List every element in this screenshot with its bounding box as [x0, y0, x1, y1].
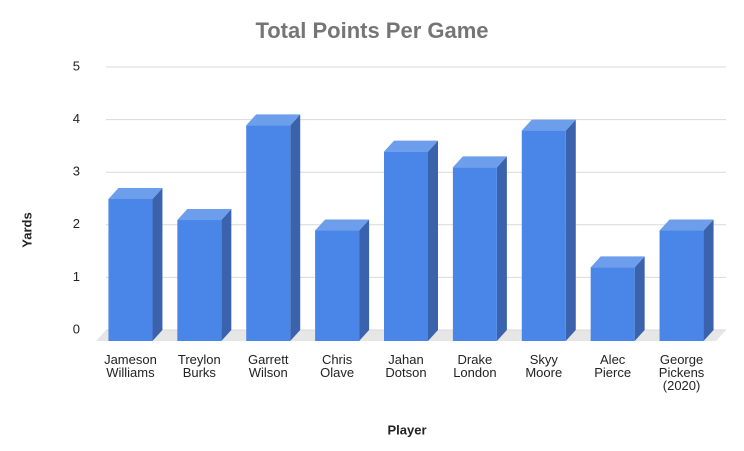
x-tick-label: Chris Olave [320, 352, 354, 380]
bar-top [590, 256, 645, 268]
bar-front [177, 220, 222, 341]
bar [384, 140, 438, 341]
bar [246, 114, 301, 341]
bar-side [290, 114, 301, 341]
bar-side [221, 209, 232, 341]
bar-side [428, 140, 438, 341]
bar-front [452, 167, 497, 341]
bar-top [384, 140, 438, 152]
bar-top [246, 114, 301, 126]
bar [590, 256, 645, 341]
bar [521, 119, 576, 341]
x-tick-label: Garrett Wilson [248, 352, 289, 380]
bar-front [108, 198, 153, 341]
x-tick-label: Skyy Moore [525, 352, 562, 380]
bar-side [152, 187, 163, 341]
y-tick-label: 5 [73, 58, 80, 73]
bar [659, 219, 714, 341]
bar-top [521, 119, 576, 131]
x-tick-label: Jameson Williams [104, 352, 157, 380]
bar-top [452, 156, 507, 168]
bar-front [521, 130, 566, 341]
bar-front [590, 267, 635, 341]
chart-title: Total Points Per Game [255, 18, 488, 43]
x-tick-label: George Pickens (2020) [659, 352, 705, 393]
x-axis-title: Player [387, 422, 426, 437]
bar-front [246, 125, 291, 341]
bar-side [703, 219, 714, 341]
y-tick-label: 4 [73, 111, 80, 126]
x-tick-label: Alec Pierce [594, 352, 631, 380]
y-tick-label: 1 [73, 269, 80, 284]
bar-top [315, 219, 370, 231]
bar-side [634, 256, 645, 341]
bar-front [659, 230, 704, 341]
bar-top [177, 209, 232, 221]
bar-top [659, 219, 714, 231]
bar-front [315, 230, 360, 341]
x-tick-label: Treylon Burks [178, 352, 221, 380]
bar-front [384, 151, 428, 341]
x-tick-label: Drake London [453, 352, 496, 380]
bar [108, 187, 163, 341]
bar [315, 219, 370, 341]
bar-side [359, 219, 370, 341]
y-axis-title: Yards [19, 212, 34, 247]
x-tick-label: Jahan Dotson [385, 352, 426, 380]
bar [177, 209, 232, 341]
y-tick-label: 0 [73, 321, 80, 336]
bar-side [565, 119, 576, 341]
y-tick-label: 3 [73, 164, 80, 179]
bar-side [496, 156, 507, 341]
y-tick-label: 2 [73, 216, 80, 231]
bar [452, 156, 507, 341]
bar-top [108, 187, 163, 199]
